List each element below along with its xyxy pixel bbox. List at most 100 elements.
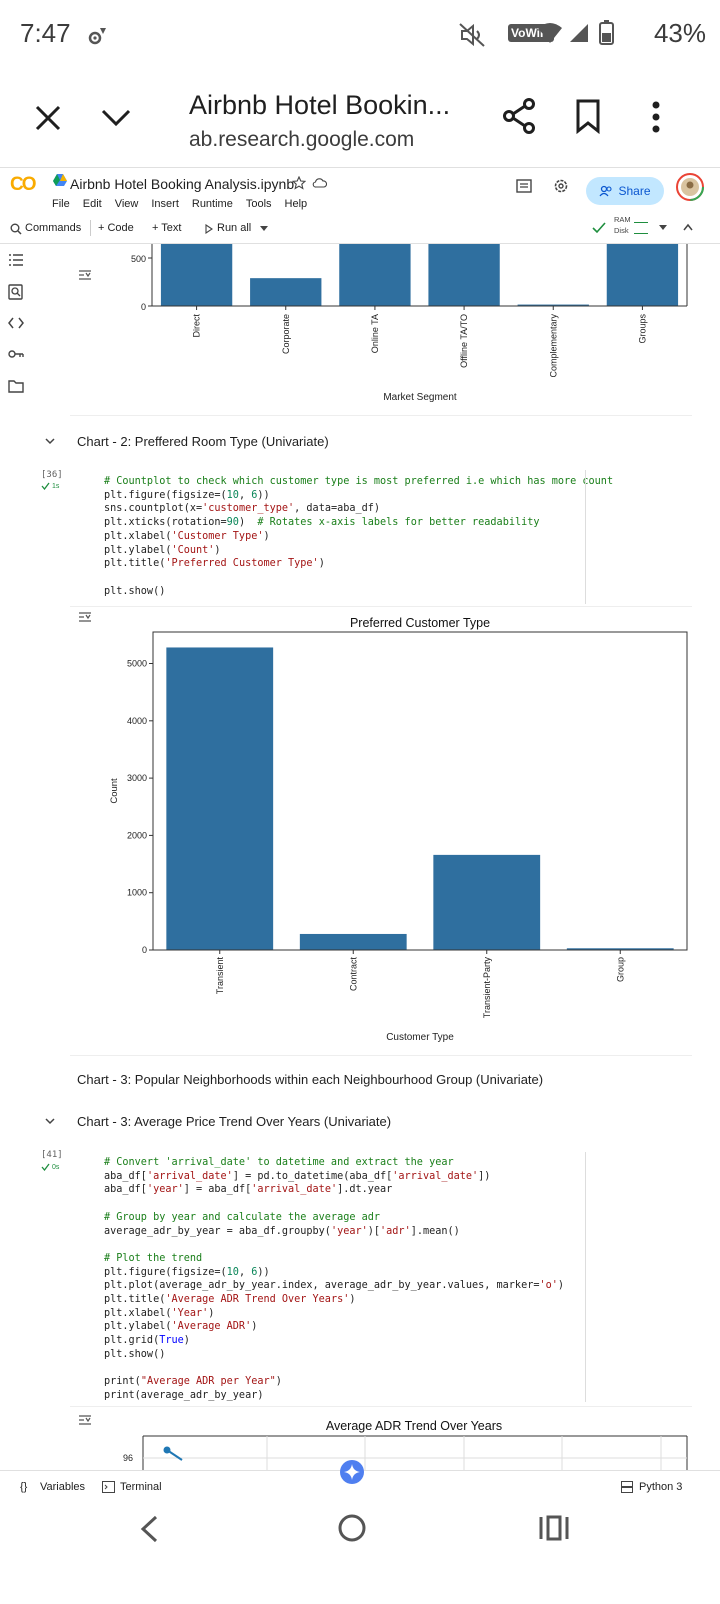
variables-button[interactable]: Variables [40,1481,86,1493]
recents-icon[interactable] [538,1514,570,1542]
cloud-icon[interactable] [312,176,327,189]
terminal-button[interactable]: Terminal [120,1481,162,1493]
chart2-ytick-label: 0 [142,945,147,955]
star-icon[interactable] [292,176,306,190]
battery-percent: 43% [653,18,706,48]
code-line[interactable]: # Convert 'arrival_date' to datetime and… [104,1157,454,1168]
code-line[interactable] [104,1238,564,1252]
page-url[interactable]: ab.research.google.com [189,128,415,151]
code-line[interactable]: plt.show() [104,1348,166,1360]
notebook-toolbar: Commands + Code + Text Run all RAM Disk [0,214,720,244]
settings-icon[interactable] [553,178,569,194]
code-line[interactable] [104,571,613,585]
code-line[interactable]: plt.title('Preferred Customer Type') [104,558,325,570]
chart1-xtick-label: Corporate [281,314,291,354]
code-line[interactable]: # Plot the trend [104,1252,203,1264]
code-scrollbar[interactable] [585,1152,586,1402]
execution-time: 1s [52,483,60,490]
code-line[interactable]: plt.ylabel('Average ADR') [104,1321,258,1333]
share-button[interactable]: Share [586,177,664,205]
code-line[interactable]: average_adr_by_year = aba_df.groupby('ye… [104,1225,460,1237]
chart3-point [163,1446,171,1454]
chart1-bar [160,244,233,306]
code-cell-36[interactable] [70,466,692,606]
bookmark-icon[interactable] [574,98,602,134]
code-line[interactable] [104,1197,564,1211]
chevron-down-icon[interactable] [100,106,132,128]
chart2-xlabel: Customer Type [386,1032,454,1043]
code-line[interactable]: # Countplot to check which customer type… [104,476,614,487]
runtime-button[interactable]: Python 3 [639,1481,683,1493]
close-icon[interactable] [34,104,62,132]
code-line[interactable] [104,1362,564,1376]
add-text-button[interactable]: + Text [152,222,182,234]
code-line[interactable]: plt.xlabel('Customer Type') [104,530,270,542]
page-title: Airbnb Hotel Bookin... [189,90,451,120]
code-snippets-icon[interactable] [8,315,24,331]
chart2-title: Preferred Customer Type [350,616,490,630]
battery-icon [599,20,614,45]
output-toggle-icon[interactable] [78,268,92,282]
collapse-chevron-icon[interactable] [44,435,56,447]
code-line[interactable]: plt.xticks(rotation=90) # Rotates x-axis… [104,517,540,529]
colab-logo[interactable]: CO [10,174,36,195]
comment-icon[interactable] [516,179,532,193]
dropdown-arrow-icon[interactable] [260,226,268,232]
menu-edit[interactable]: Edit [82,198,102,210]
code-line[interactable]: plt.plot(average_adr_by_year.index, aver… [104,1280,565,1292]
execution-count: [41] [41,1150,63,1160]
chart1-bar [339,244,411,306]
execution-count: [36] [41,470,63,480]
collapse-chevron-icon[interactable] [44,1115,56,1127]
code-editor-41[interactable]: # Convert 'arrival_date' to datetime and… [104,1156,564,1403]
execution-time: 0s [52,1164,60,1171]
menu-file[interactable]: File [52,198,70,210]
chart1-ytick-500: 500 [131,254,146,264]
folder-icon[interactable] [8,378,24,394]
menu-runtime[interactable]: Runtime [191,198,233,210]
more-vert-icon[interactable] [650,100,662,134]
avatar[interactable] [676,173,704,201]
output-toggle-icon[interactable] [78,610,92,624]
commands-button[interactable]: Commands [25,222,82,234]
code-line[interactable]: plt.title('Average ADR Trend Over Years'… [104,1294,356,1306]
code-line[interactable]: plt.xlabel('Year') [104,1307,215,1319]
menu-tools[interactable]: Tools [245,198,272,210]
code-line[interactable]: sns.countplot(x='customer_type', data=ab… [104,503,381,515]
run-all-button[interactable]: Run all [217,222,252,234]
chevron-up-icon[interactable] [683,223,693,231]
code-line[interactable]: plt.ylabel('Count') [104,544,221,556]
output-toggle-icon[interactable] [78,1413,92,1427]
gemini-sparkle-icon[interactable] [339,1459,365,1485]
customer-type-chart: Preferred Customer Type 0 1000 2000 3000 400… [109,616,688,1043]
code-line[interactable]: plt.show() [104,585,166,597]
code-line[interactable]: print(average_adr_by_year) [104,1389,264,1401]
home-icon[interactable] [336,1512,368,1544]
colab-header: CO Airbnb Hotel Booking Analysis.ipynb F… [0,168,720,244]
code-line[interactable]: plt.figure(figsize=(10, 6)) [104,489,270,501]
code-line[interactable]: plt.figure(figsize=(10, 6)) [104,1266,270,1278]
chart2-bar [299,933,407,950]
code-line[interactable]: # Group by year and calculate the averag… [104,1211,381,1223]
toc-icon[interactable] [8,252,24,268]
back-icon[interactable] [136,1514,162,1544]
people-icon [599,185,613,197]
find-icon[interactable] [8,284,24,300]
menu-insert[interactable]: Insert [151,198,179,210]
secrets-key-icon[interactable] [8,346,24,362]
code-scrollbar[interactable] [585,470,586,604]
menu-help[interactable]: Help [284,198,308,210]
chart2-bar [166,647,274,950]
menu-view[interactable]: View [114,198,139,210]
share-icon[interactable] [502,98,536,134]
resources-dropdown-icon[interactable] [659,225,667,231]
code-line[interactable]: print("Average ADR per Year") [104,1376,282,1388]
code-line[interactable]: aba_df['arrival_date'] = pd.to_datetime(… [104,1170,491,1182]
add-code-button[interactable]: + Code [98,222,134,234]
settings-sync-icon [88,28,106,45]
code-editor-36[interactable]: # Countplot to check which customer type… [104,475,613,598]
code-line[interactable]: aba_df['year'] = aba_df['arrival_date'].… [104,1184,393,1196]
notebook-name[interactable]: Airbnb Hotel Booking Analysis.ipynb [70,176,295,192]
code-line[interactable]: plt.grid(True) [104,1335,190,1347]
chart2-xtick-label: Group [615,957,625,982]
